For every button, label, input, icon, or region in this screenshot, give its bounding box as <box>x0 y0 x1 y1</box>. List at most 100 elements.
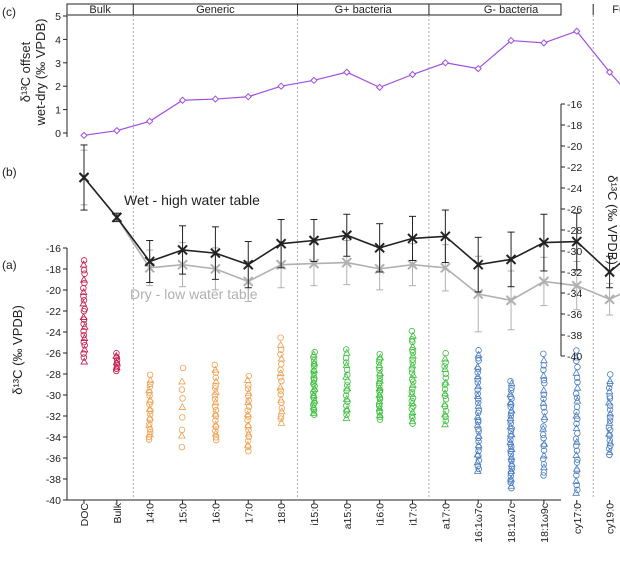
mean-marker <box>604 266 615 278</box>
dry-sample-point <box>572 476 581 484</box>
wet-sample-point <box>245 403 253 410</box>
wet-sample-point <box>310 407 318 414</box>
dry-sample-point <box>409 370 418 378</box>
wet-sample-point <box>245 433 253 441</box>
wet-sample-point <box>441 381 449 388</box>
dry-sample-point <box>376 369 385 377</box>
wet-sample-point <box>244 385 252 392</box>
dry-sample-point <box>473 391 482 399</box>
dry-sample-point <box>408 398 416 406</box>
dry-sample-point <box>573 383 582 391</box>
wet-sample-point <box>113 365 120 372</box>
wet-sample-point <box>474 365 482 373</box>
dry-sample-point <box>244 398 252 406</box>
mean-marker <box>243 259 254 270</box>
dry-sample-point <box>244 429 253 437</box>
wet-sample-point <box>605 445 613 452</box>
dry-sample-point <box>342 372 350 380</box>
wet-sample-point <box>574 486 581 494</box>
wet-sample-point <box>244 423 252 430</box>
mean-marker <box>538 276 550 287</box>
x-tick-label: i16:0 <box>375 503 387 526</box>
axes: 0 1 2 3 4 5 -16 -18 -20 -22 -24 -26 -28 -30 -32 -34 -36 -… <box>46 11 617 543</box>
dry-sample-point <box>606 377 614 384</box>
wet-sample-point <box>442 370 449 377</box>
means-y-tick-label: -28 <box>567 225 582 237</box>
wet-sample-point <box>80 293 87 300</box>
wet-sample-point <box>212 374 219 381</box>
offset-point <box>343 68 351 76</box>
dry-sample-point <box>80 357 89 365</box>
x-tick-label: a15:0 <box>342 503 354 529</box>
means-y-tick-label: -22 <box>567 162 582 174</box>
wet-sample-point <box>311 348 318 356</box>
wet-sample-point <box>343 411 350 419</box>
individual-y-tick-label: -30 <box>46 390 61 402</box>
wet-sample-point <box>278 405 285 412</box>
wet-sample-point <box>442 359 449 366</box>
wet-sample-point <box>573 403 581 411</box>
dry-sample-point <box>145 421 154 429</box>
wet-sample-point <box>245 382 252 389</box>
legend-dry: Dry - low water table <box>130 286 258 302</box>
wet-sample-point <box>475 465 483 473</box>
wet-sample-point <box>606 393 613 400</box>
wet-sample-point <box>507 403 514 411</box>
wet-sample-point <box>179 395 186 402</box>
wet-sample-point <box>605 384 613 392</box>
wet-sample-point <box>310 411 318 418</box>
offset-point <box>507 36 515 45</box>
dry-sample-point <box>79 275 88 283</box>
means-y-tick-label: -30 <box>567 246 582 258</box>
wet-sample-point <box>80 354 88 361</box>
dry-sample-point <box>211 398 220 406</box>
wet-sample-point <box>408 405 415 412</box>
wet-sample-point <box>606 432 613 439</box>
wet-sample-point <box>507 440 514 448</box>
dry-sample-point <box>80 333 89 341</box>
means-y-tick-label: -20 <box>567 141 582 153</box>
wet-sample-point <box>179 414 186 421</box>
dry-sample-point <box>539 398 548 406</box>
wet-sample-point <box>212 412 220 420</box>
wet-sample-point <box>244 437 252 445</box>
dry-sample-point <box>177 431 186 439</box>
dry-sample-point <box>605 418 614 426</box>
wet-sample-point <box>540 362 547 369</box>
wet-sample-point <box>344 371 351 378</box>
wet-sample-point <box>80 297 88 304</box>
dry-sample-point <box>507 406 516 414</box>
wet-sample-point <box>508 384 515 392</box>
wet-sample-point <box>80 320 87 328</box>
dry-sample-point <box>441 364 449 372</box>
wet-sample-point <box>244 417 251 424</box>
mean-marker <box>111 212 123 223</box>
wet-sample-point <box>442 417 450 425</box>
x-tick-label: 17:0 <box>243 503 255 524</box>
wet-sample-point <box>441 403 449 410</box>
wet-sample-point <box>146 392 153 399</box>
wet-sample-point <box>573 442 580 449</box>
offset-y-tick-label: 1 <box>55 105 61 117</box>
wet-sample-point <box>441 363 448 370</box>
dry-sample-point <box>539 386 548 394</box>
wet-sample-point <box>508 463 515 470</box>
dry-sample-point <box>243 375 252 383</box>
dry-sample-point <box>79 287 88 295</box>
wet-sample-point <box>80 266 88 274</box>
offset-point <box>573 27 581 35</box>
wet-sample-point <box>572 390 580 397</box>
wet-sample-point <box>606 380 614 388</box>
dry-sample-point <box>441 389 449 397</box>
wet-sample-point <box>507 436 514 444</box>
wet-sample-point <box>147 428 154 436</box>
wet-sample-point <box>607 371 614 378</box>
mean-marker <box>308 258 320 269</box>
wet-sample-point <box>573 357 580 365</box>
dry-sample-point <box>80 322 89 330</box>
dry-sample-point <box>507 481 516 489</box>
wet-sample-point <box>179 364 187 372</box>
dry-sample-point <box>79 299 88 307</box>
offset-point <box>441 59 450 67</box>
